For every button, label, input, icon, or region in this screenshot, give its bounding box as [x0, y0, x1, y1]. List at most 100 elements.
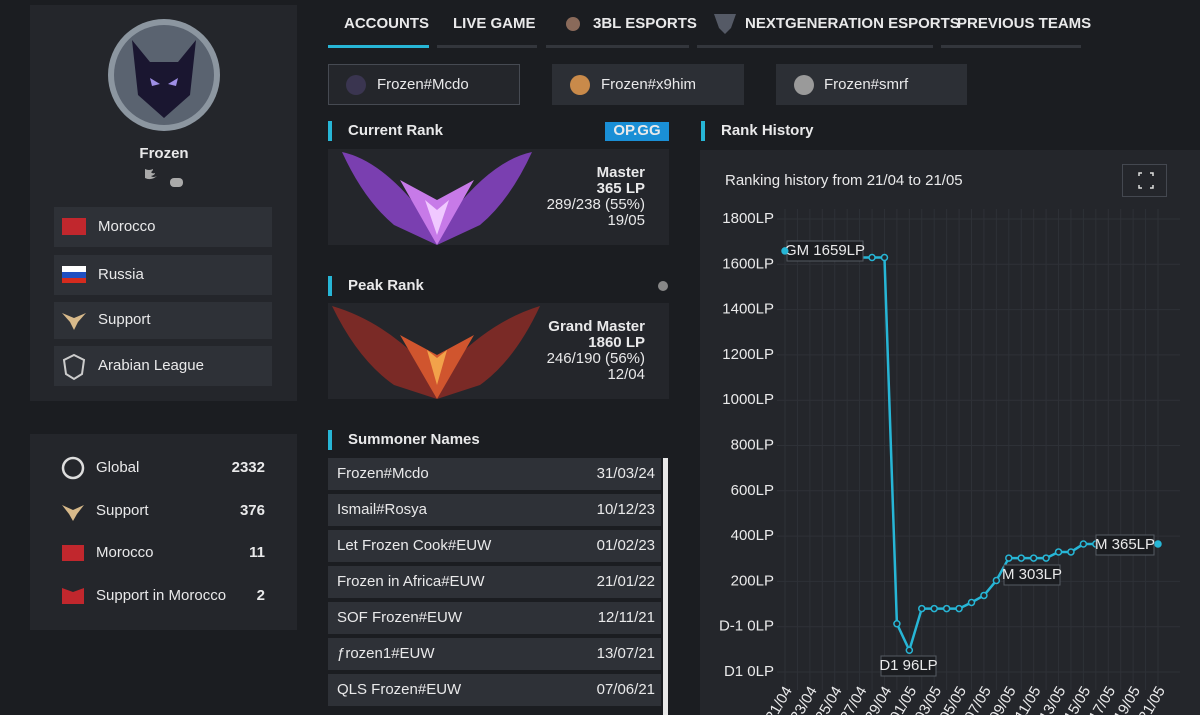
twitter-icon[interactable] — [145, 169, 157, 180]
y-tick-label: 1400LP — [722, 301, 774, 318]
rank-tier: Master — [597, 164, 646, 181]
tab-underlines — [328, 45, 1081, 48]
point — [992, 576, 1001, 585]
tag-label: Morocco — [98, 218, 156, 235]
point — [918, 604, 926, 613]
team-logo — [566, 17, 580, 31]
support-morocco-icon — [62, 588, 84, 604]
fullscreen-icon — [1138, 172, 1154, 189]
point — [893, 620, 901, 628]
flag-russia — [62, 266, 86, 283]
heading-bar — [701, 121, 705, 141]
tab-underline — [697, 45, 933, 48]
annotation: D1 96LP — [879, 657, 937, 674]
summoner-name: ƒrozen1#EUW — [337, 645, 435, 662]
annotation: M 303LP — [1002, 566, 1062, 583]
tab[interactable]: PREVIOUS TEAMS — [957, 15, 1091, 32]
y-tick-label: 400LP — [731, 527, 774, 544]
ranking-value: 376 — [240, 502, 265, 519]
ranking-label: Support in Morocco — [96, 587, 226, 604]
summoner-date: 01/02/23 — [597, 537, 655, 554]
opgg-badge[interactable] — [605, 122, 669, 141]
account-name[interactable]: Frozen#x9him — [601, 76, 696, 93]
point — [1005, 554, 1013, 562]
account-icon — [570, 75, 590, 95]
y-tick-label: 600LP — [731, 482, 774, 499]
point — [1042, 554, 1050, 562]
account-name[interactable]: Frozen#smrf — [824, 76, 909, 93]
support-icon — [62, 505, 84, 521]
tab[interactable]: 3BL ESPORTS — [593, 15, 697, 32]
annotation: GM 1659LP — [785, 242, 865, 259]
y-tick-label: 1600LP — [722, 255, 774, 272]
rank-tier: Grand Master — [548, 318, 645, 335]
name-row — [328, 638, 661, 670]
avatar-eyes — [150, 78, 178, 86]
section-heading: Rank History — [721, 122, 814, 139]
name-row — [328, 674, 661, 706]
rank-lp: 365 LP — [597, 180, 645, 197]
summoner-name: Ismail#Rosya — [337, 501, 428, 518]
summoner-name: QLS Frozen#EUW — [337, 681, 462, 698]
heading-bar — [328, 276, 332, 296]
team-logo — [714, 14, 736, 34]
tag-row — [54, 207, 272, 247]
account-name[interactable]: Frozen#Mcdo — [377, 76, 469, 93]
point — [930, 604, 938, 613]
summoner-name: Let Frozen Cook#EUW — [337, 537, 492, 554]
point — [967, 598, 976, 607]
tab-underline-active — [328, 45, 429, 48]
opgg-badge-text: OP.GG — [613, 122, 660, 139]
y-tick-label: 1000LP — [722, 391, 774, 408]
tab[interactable]: NEXTGENERATION ESPORTS — [745, 15, 960, 32]
tag-rows — [54, 207, 272, 386]
summoner-date: 12/11/21 — [598, 609, 655, 626]
scrollbar[interactable] — [663, 458, 668, 715]
summoner-date: 31/03/24 — [597, 465, 655, 482]
heading-bar — [328, 121, 332, 141]
y-tick-label: 1200LP — [722, 346, 774, 363]
summoner-name: Frozen#Mcdo — [337, 465, 429, 482]
tag-row — [54, 255, 272, 295]
avatar-mask — [132, 40, 196, 118]
tab-underline — [437, 45, 537, 48]
summoner-date: 13/07/21 — [597, 645, 655, 662]
tab[interactable]: ACCOUNTS — [344, 15, 429, 32]
point — [1067, 548, 1075, 556]
discord-icon[interactable] — [170, 178, 183, 187]
annotation-box — [1095, 534, 1155, 556]
y-tick-label: D-1 0LP — [719, 618, 774, 635]
summoner-date: 21/01/22 — [597, 573, 655, 590]
section-heading: Summoner Names — [348, 431, 480, 448]
chart-card — [700, 150, 1200, 715]
info-icon[interactable] — [658, 281, 668, 291]
summoner-name: Frozen in Africa#EUW — [337, 573, 485, 590]
flag-morocco — [62, 218, 86, 235]
rank-lp: 1860 LP — [588, 334, 645, 351]
point — [1079, 540, 1088, 548]
point — [905, 646, 914, 655]
ranking-label: Global — [96, 459, 139, 476]
y-tick-label: 1800LP — [722, 210, 774, 227]
fullscreen-button[interactable] — [1122, 164, 1167, 197]
name-row — [328, 602, 661, 634]
name-row — [328, 458, 661, 490]
rank-record: 289/238 (55%) — [547, 196, 645, 213]
chart-subtitle: Ranking history from 21/04 to 21/05 — [725, 172, 963, 189]
point — [980, 591, 988, 600]
ranking-label: Morocco — [96, 544, 154, 561]
ranking-label: Support — [96, 502, 149, 519]
y-tick-label: D1 0LP — [724, 663, 774, 680]
point — [942, 604, 951, 613]
y-tick-label: 200LP — [731, 572, 774, 589]
rank-date: 12/04 — [607, 366, 645, 383]
point — [868, 253, 876, 262]
y-tick-label: 800LP — [731, 436, 774, 453]
master-emblem — [342, 152, 532, 245]
ranking-value: 2 — [257, 587, 265, 604]
tab[interactable]: LIVE GAME — [453, 15, 536, 32]
profile-name: Frozen — [139, 145, 188, 162]
summoner-date: 10/12/23 — [597, 501, 655, 518]
annotation: M 365LP — [1095, 536, 1155, 553]
